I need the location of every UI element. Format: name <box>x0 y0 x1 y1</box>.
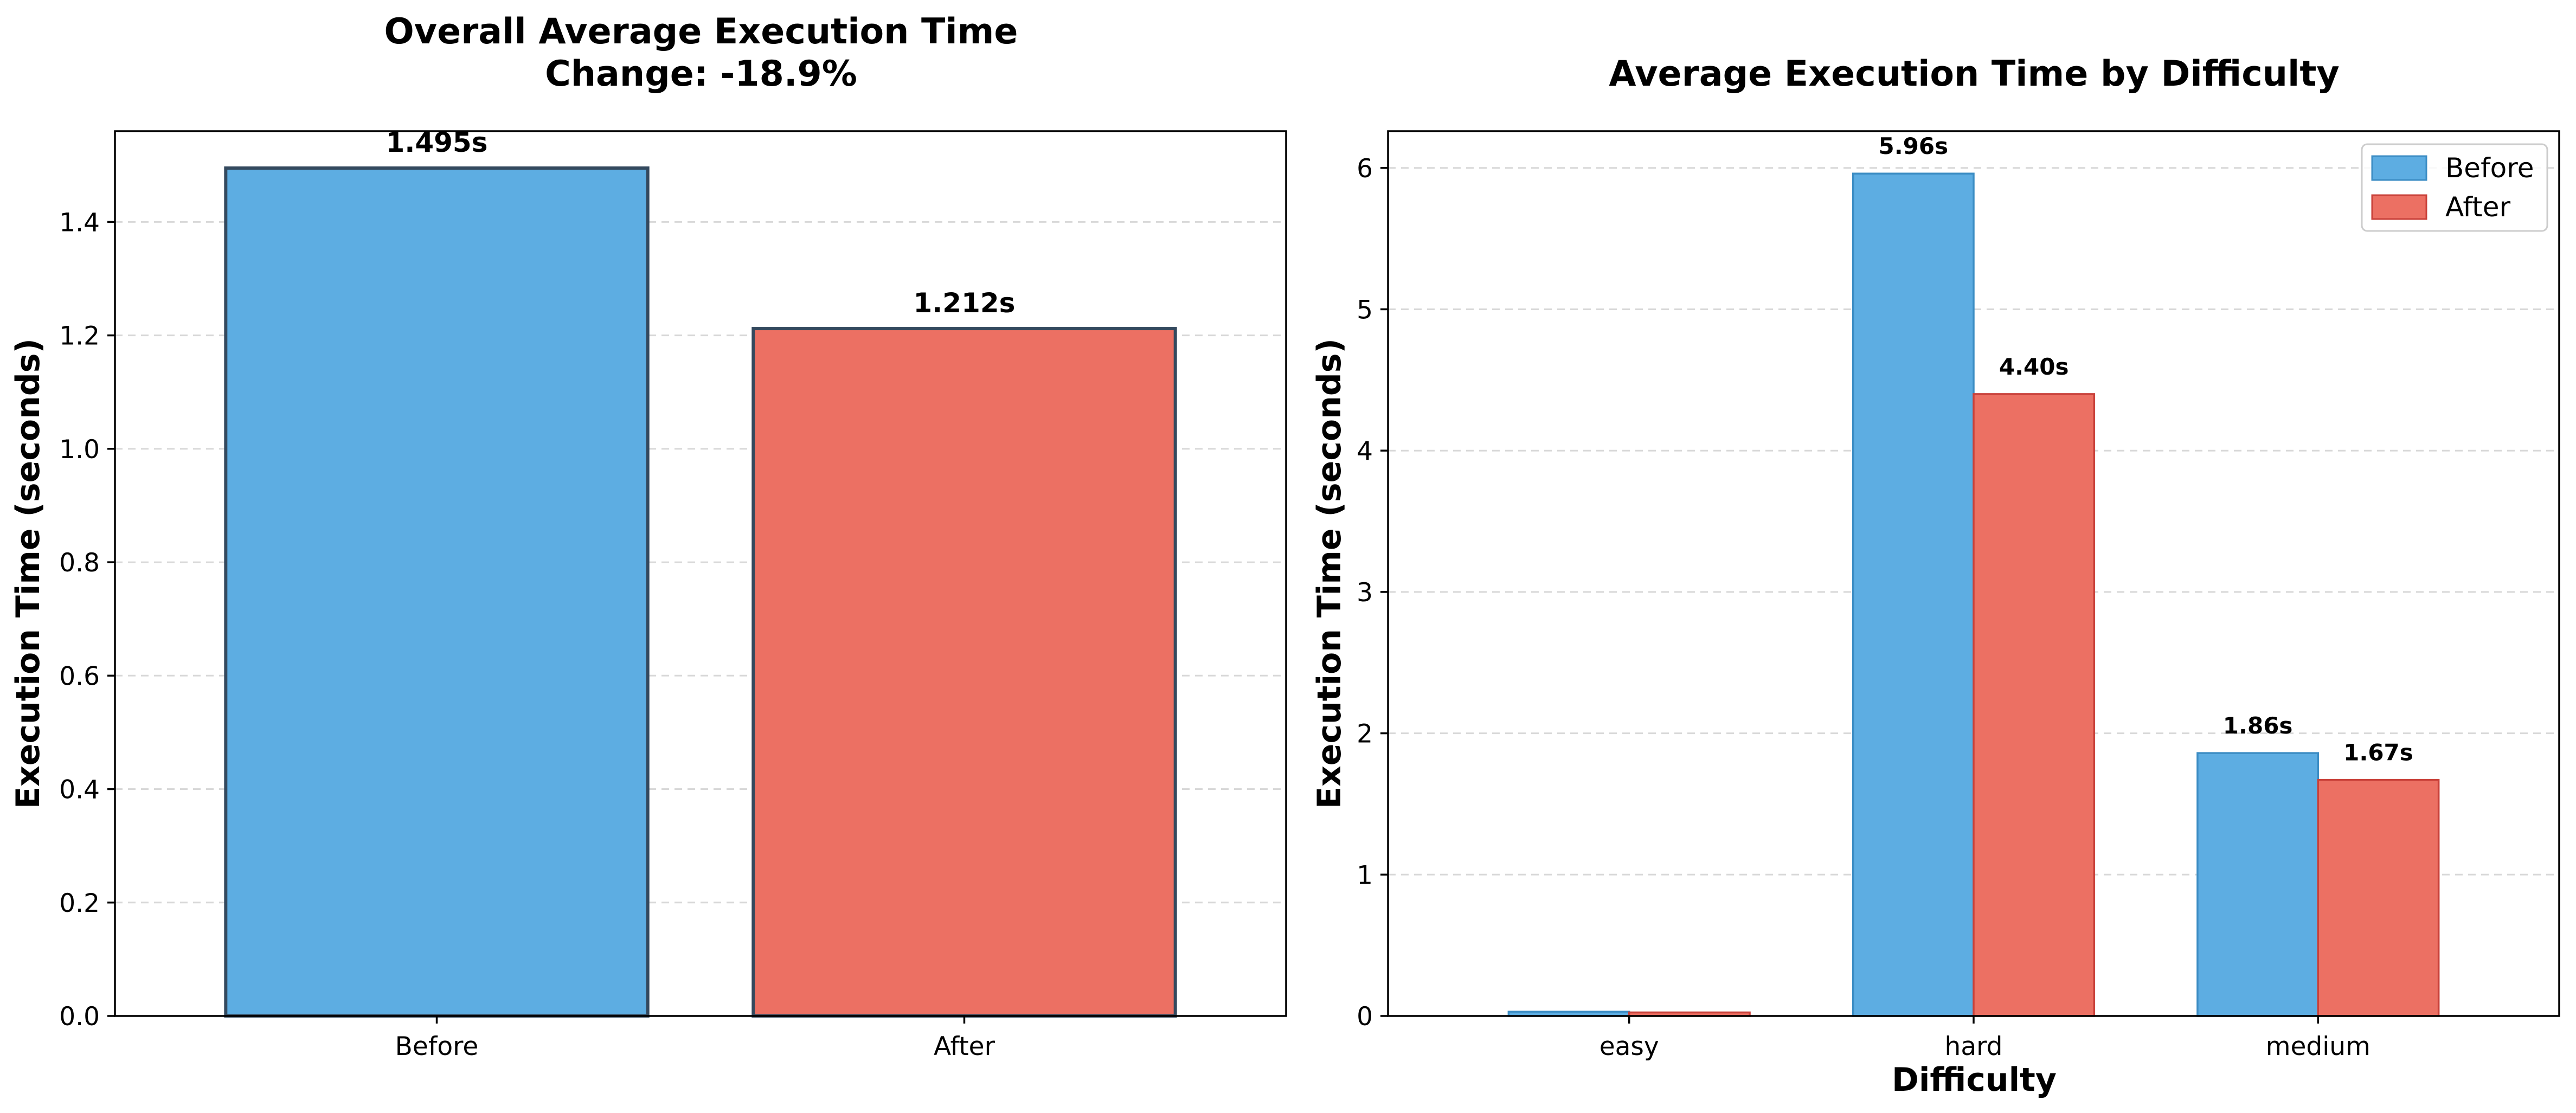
chart2-legend: Before After <box>2361 143 2548 232</box>
chart1-y-tick-label: 0.2 <box>59 889 100 918</box>
chart1-bar-after <box>751 327 1177 1018</box>
legend-label-before: Before <box>2445 152 2534 184</box>
chart2-x-ticks: easy hard medium <box>1599 1016 2371 1061</box>
legend-swatch-before <box>2371 155 2427 181</box>
chart2-bar-hard-after <box>1973 393 2096 1017</box>
chart2-y-tick-label: 3 <box>1357 578 1373 608</box>
legend-label-after: After <box>2445 191 2511 223</box>
difficulty-chart: Average Execution Time by Difficulty 5.9… <box>1311 54 2560 1099</box>
chart2-bars <box>1507 172 2440 1017</box>
chart2-y-tick-label: 6 <box>1357 154 1373 184</box>
legend-swatch-after <box>2371 194 2427 220</box>
chart1-x-tick-label: Before <box>395 1032 479 1061</box>
chart1-y-ticks: 0.0 0.2 0.4 0.6 0.8 1.0 1.2 1.4 <box>59 208 115 1032</box>
chart2-x-tick-label: medium <box>2266 1032 2371 1061</box>
chart1-y-tick-label: 1.0 <box>59 435 100 465</box>
chart1-y-axis-label: Execution Time (seconds) <box>9 338 47 809</box>
chart1-x-tick-label: After <box>934 1032 995 1061</box>
chart2-bar-label-hard-after: 4.40s <box>1999 353 2069 380</box>
chart1-y-tick-label: 1.4 <box>59 208 100 237</box>
chart2-y-tick-label: 0 <box>1357 1002 1373 1032</box>
overall-average-chart: Overall Average Execution Time Change: -… <box>9 11 1287 1061</box>
chart1-y-tick-label: 0.4 <box>59 775 100 805</box>
chart2-title: Average Execution Time by Difficulty <box>1609 54 2340 94</box>
chart2-y-tick-label: 1 <box>1357 860 1373 890</box>
chart1-bars <box>224 166 1177 1018</box>
chart1-subtitle: Change: -18.9% <box>545 54 857 94</box>
chart2-x-tick-label: hard <box>1945 1032 2003 1061</box>
chart2-bar-medium-after <box>2317 779 2440 1017</box>
chart1-x-ticks: Before After <box>395 1016 995 1061</box>
chart2-x-tick-label: easy <box>1599 1032 1659 1061</box>
chart1-y-tick-label: 0.0 <box>59 1002 100 1032</box>
chart1-y-tick-label: 1.2 <box>59 321 100 351</box>
chart2-y-tick-label: 5 <box>1357 295 1373 325</box>
chart2-bar-medium-before <box>2196 752 2320 1017</box>
chart1-y-tick-label: 0.8 <box>59 548 100 578</box>
chart2-bar-label-medium-after: 1.67s <box>2343 739 2413 766</box>
chart1-y-tick-label: 0.6 <box>59 661 100 691</box>
chart1-bar-before <box>224 166 650 1018</box>
chart1-plot-frame <box>114 130 1287 1017</box>
chart1-bar-label-after: 1.212s <box>914 287 1016 319</box>
chart2-bar-label-medium-before: 1.86s <box>2223 712 2293 739</box>
chart2-bar-labels: 5.96s 4.40s 1.86s 1.67s <box>1879 133 2413 765</box>
chart2-bar-hard-before <box>1852 172 1975 1017</box>
chart1-title: Overall Average Execution Time <box>384 11 1018 52</box>
chart2-y-tick-label: 4 <box>1357 436 1373 466</box>
chart2-y-ticks: 0 1 2 3 4 5 6 <box>1357 154 1388 1032</box>
chart2-bar-label-hard-before: 5.96s <box>1879 133 1949 159</box>
chart2-x-axis-label: Difficulty <box>1892 1061 2057 1099</box>
chart2-y-axis-label: Execution Time (seconds) <box>1311 338 1348 809</box>
chart2-y-tick-label: 2 <box>1357 719 1373 749</box>
